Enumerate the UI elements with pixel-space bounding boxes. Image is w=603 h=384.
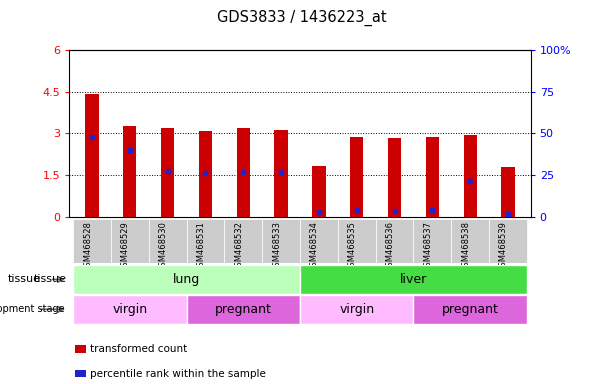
- Bar: [388, 138, 401, 217]
- Bar: [426, 137, 439, 217]
- Bar: [414, 295, 527, 324]
- Text: virgin: virgin: [339, 303, 374, 316]
- Bar: [73, 219, 111, 263]
- Text: GSM468528: GSM468528: [83, 221, 92, 272]
- Bar: [111, 219, 149, 263]
- Text: GSM468539: GSM468539: [499, 221, 508, 272]
- Text: GSM468530: GSM468530: [159, 221, 168, 272]
- Text: transformed count: transformed count: [90, 344, 188, 354]
- Bar: [86, 94, 99, 217]
- Bar: [199, 131, 212, 217]
- Text: GSM468531: GSM468531: [197, 221, 206, 272]
- Text: liver: liver: [400, 273, 427, 286]
- Bar: [350, 137, 364, 217]
- Text: lung: lung: [173, 273, 200, 286]
- Text: development stage: development stage: [0, 304, 65, 314]
- Text: tissue: tissue: [33, 274, 66, 285]
- Text: GDS3833 / 1436223_at: GDS3833 / 1436223_at: [216, 10, 387, 26]
- Bar: [161, 128, 174, 217]
- Bar: [489, 219, 527, 263]
- Bar: [236, 128, 250, 217]
- Text: GSM468537: GSM468537: [423, 221, 432, 272]
- Bar: [376, 219, 414, 263]
- Bar: [224, 219, 262, 263]
- Bar: [186, 295, 300, 324]
- Text: percentile rank within the sample: percentile rank within the sample: [90, 369, 267, 379]
- Text: tissue: tissue: [8, 274, 41, 285]
- Text: GSM468529: GSM468529: [121, 221, 130, 272]
- Bar: [414, 219, 451, 263]
- Text: GSM468532: GSM468532: [235, 221, 243, 272]
- Bar: [300, 295, 414, 324]
- Text: GSM468534: GSM468534: [310, 221, 319, 272]
- Bar: [274, 130, 288, 217]
- Text: GSM468538: GSM468538: [461, 221, 470, 272]
- Bar: [186, 219, 224, 263]
- Bar: [300, 219, 338, 263]
- Bar: [149, 219, 186, 263]
- Text: pregnant: pregnant: [442, 303, 499, 316]
- Text: pregnant: pregnant: [215, 303, 272, 316]
- Bar: [312, 166, 326, 217]
- Bar: [300, 265, 527, 294]
- Bar: [73, 295, 186, 324]
- Bar: [262, 219, 300, 263]
- Text: GSM468533: GSM468533: [272, 221, 281, 272]
- Bar: [338, 219, 376, 263]
- Text: GSM468536: GSM468536: [385, 221, 394, 272]
- Bar: [501, 167, 514, 217]
- Bar: [464, 135, 477, 217]
- Text: virgin: virgin: [112, 303, 147, 316]
- Bar: [73, 265, 300, 294]
- Bar: [451, 219, 489, 263]
- Text: GSM468535: GSM468535: [348, 221, 357, 272]
- Bar: [123, 126, 136, 217]
